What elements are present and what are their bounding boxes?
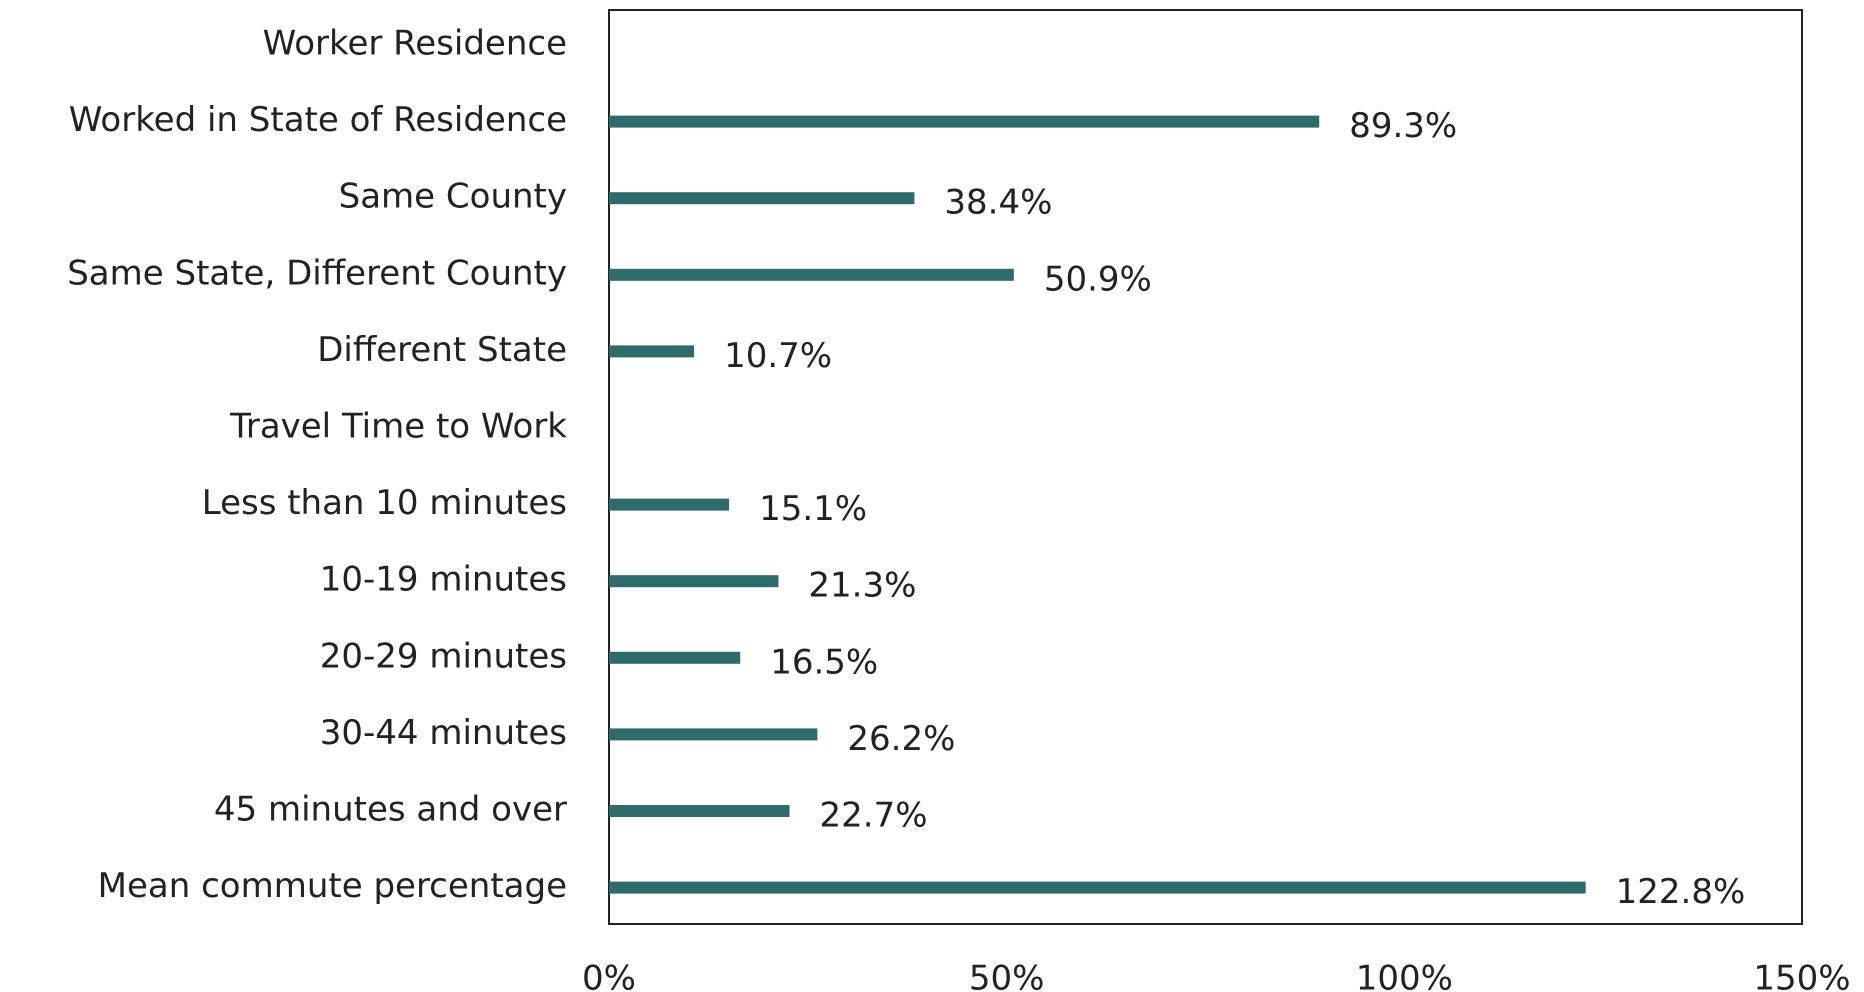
y-tick-label: Mean commute percentage bbox=[98, 866, 567, 906]
x-tick-label: 50% bbox=[969, 959, 1045, 992]
y-tick-label: Worked in State of Residence bbox=[69, 100, 567, 140]
y-tick-label: Same County bbox=[339, 177, 567, 217]
y-tick-label: 10-19 minutes bbox=[320, 560, 567, 600]
plot-frame bbox=[608, 9, 1803, 925]
value-label: 89.3% bbox=[1349, 106, 1457, 146]
bar bbox=[609, 651, 741, 664]
x-tick-label: 100% bbox=[1356, 959, 1453, 992]
y-tick-label: Less than 10 minutes bbox=[202, 483, 567, 523]
value-label: 15.1% bbox=[759, 489, 867, 529]
bar bbox=[609, 881, 1586, 894]
value-label: 26.2% bbox=[847, 719, 955, 759]
value-label: 21.3% bbox=[808, 566, 916, 606]
y-tick-label: Same State, Different County bbox=[67, 253, 567, 293]
bar bbox=[609, 115, 1320, 128]
y-tick-label: Travel Time to Work bbox=[229, 407, 567, 447]
y-tick-label: 30-44 minutes bbox=[320, 713, 567, 753]
bar bbox=[609, 805, 790, 817]
y-tick-label: Worker Residence bbox=[263, 24, 567, 64]
bar bbox=[609, 345, 695, 358]
value-label: 10.7% bbox=[724, 336, 832, 376]
bar bbox=[609, 498, 730, 511]
x-tick-label: 0% bbox=[582, 959, 636, 992]
value-label: 38.4% bbox=[944, 183, 1052, 223]
bar bbox=[609, 192, 915, 205]
y-tick-label: Different State bbox=[317, 330, 567, 370]
bar bbox=[609, 268, 1014, 281]
x-tick-label: 150% bbox=[1753, 959, 1850, 992]
value-label: 50.9% bbox=[1044, 259, 1152, 299]
bar bbox=[609, 575, 779, 588]
value-label: 22.7% bbox=[820, 796, 928, 836]
y-tick-label: 45 minutes and over bbox=[214, 790, 567, 830]
bar bbox=[609, 728, 818, 741]
y-tick-label: 20-29 minutes bbox=[320, 636, 567, 676]
value-label: 122.8% bbox=[1616, 872, 1746, 912]
value-label: 16.5% bbox=[770, 642, 878, 682]
